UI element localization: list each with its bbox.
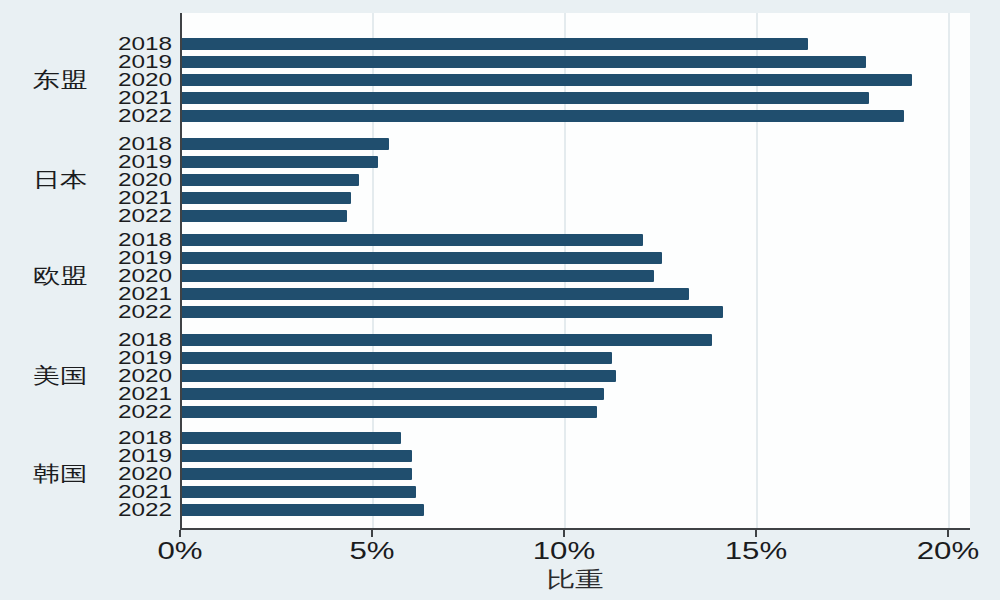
x-tick-label: 15% (704, 538, 808, 564)
group-label-韩国: 韩国 (11, 462, 110, 486)
x-tick-mark (179, 530, 181, 537)
bar-美国-2021 (182, 388, 604, 400)
bar-欧盟-2021 (182, 288, 689, 300)
x-tick-label: 20% (896, 538, 1000, 564)
bar-美国-2019 (182, 352, 612, 364)
gridline-20% (948, 13, 950, 528)
x-tick-mark (371, 530, 373, 537)
bar-欧盟-2019 (182, 252, 662, 264)
year-label: 2022 (82, 303, 172, 321)
bar-韩国-2021 (182, 486, 416, 498)
bar-欧盟-2022 (182, 306, 723, 318)
group-label-美国: 美国 (11, 364, 110, 388)
bar-东盟-2020 (182, 74, 912, 86)
year-label: 2022 (82, 501, 172, 519)
bar-日本-2021 (182, 192, 351, 204)
year-label: 2022 (82, 107, 172, 125)
year-label: 2022 (82, 207, 172, 225)
x-tick-mark (755, 530, 757, 537)
bar-韩国-2018 (182, 432, 401, 444)
bar-美国-2020 (182, 370, 616, 382)
group-label-日本: 日本 (11, 168, 110, 192)
bar-东盟-2019 (182, 56, 866, 68)
bar-东盟-2021 (182, 92, 869, 104)
bar-日本-2018 (182, 138, 389, 150)
bar-日本-2020 (182, 174, 359, 186)
x-tick-mark (563, 530, 565, 537)
x-tick-label: 0% (128, 538, 232, 564)
x-tick-label: 10% (512, 538, 616, 564)
group-label-欧盟: 欧盟 (11, 264, 110, 288)
bar-欧盟-2020 (182, 270, 654, 282)
bar-美国-2022 (182, 406, 597, 418)
bar-欧盟-2018 (182, 234, 643, 246)
bar-东盟-2022 (182, 110, 904, 122)
bar-东盟-2018 (182, 38, 808, 50)
bar-韩国-2020 (182, 468, 412, 480)
bar-韩国-2022 (182, 504, 424, 516)
year-label: 2022 (82, 403, 172, 421)
gridline-15% (756, 13, 758, 528)
x-tick-label: 5% (320, 538, 424, 564)
bar-韩国-2019 (182, 450, 412, 462)
x-tick-mark (947, 530, 949, 537)
plot-area (180, 13, 970, 530)
bar-美国-2018 (182, 334, 712, 346)
bar-日本-2019 (182, 156, 378, 168)
x-axis-title: 比重 (62, 565, 1000, 595)
bar-chart: 20182019202020212022东盟201820192020202120… (0, 0, 1000, 600)
group-label-东盟: 东盟 (11, 68, 110, 92)
bar-日本-2022 (182, 210, 347, 222)
